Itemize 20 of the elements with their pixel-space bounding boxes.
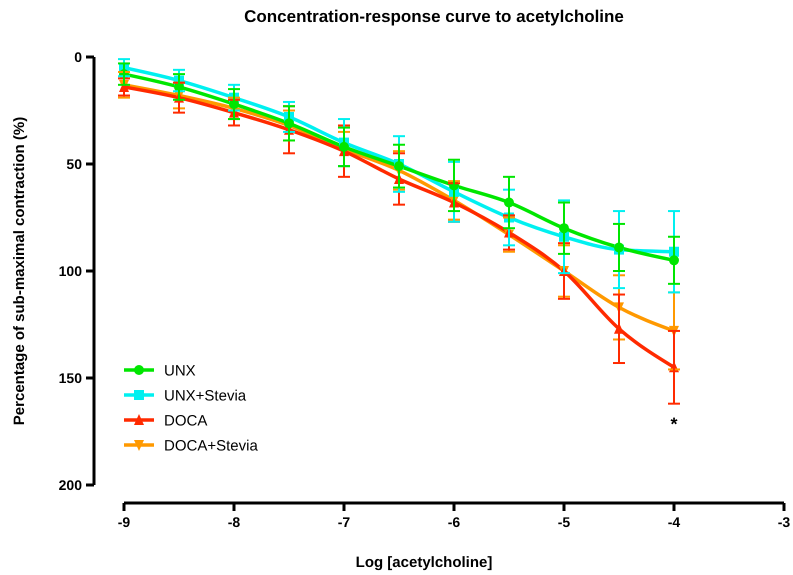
x-tick-label: -6	[448, 514, 460, 530]
x-tick-label: -3	[778, 514, 790, 530]
x-tick-label: -5	[558, 514, 570, 530]
y-axis-title: Percentage of sub-maximal contraction (%)	[11, 116, 28, 426]
y-tick-label: 50	[66, 156, 82, 172]
legend-label: UNX	[164, 362, 196, 380]
x-axis-title: Log [acetylcholine]	[356, 554, 492, 571]
x-tick-label: -4	[668, 514, 680, 530]
legend-label: DOCA+Stevia	[164, 437, 258, 454]
x-tick-label: -8	[228, 514, 240, 530]
y-tick-label: 150	[58, 370, 82, 386]
legend-label: DOCA	[164, 412, 208, 430]
x-tick-label: -7	[338, 514, 350, 530]
y-tick-label: 200	[58, 476, 82, 493]
y-tick-label: 100	[58, 262, 82, 279]
x-tick-label: -9	[118, 514, 130, 530]
chart-title: Concentration-response curve to acetylcholine	[244, 7, 624, 26]
legend-label: UNX+Stevia	[164, 387, 247, 404]
y-tick-label: 0	[74, 48, 82, 65]
annotation: *	[670, 414, 678, 434]
